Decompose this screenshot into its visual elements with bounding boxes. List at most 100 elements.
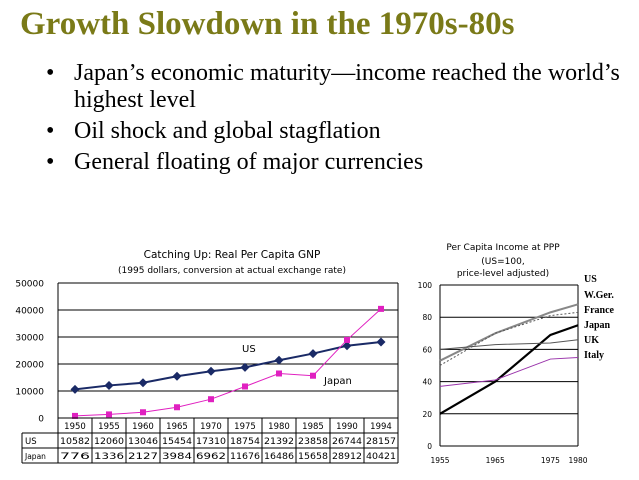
bullet-list: • Japan’s economic maturity—income reache… — [40, 60, 620, 180]
japan-data-point — [310, 372, 316, 379]
table-header-cell: 1994 — [370, 422, 392, 432]
ppp-subtitle-line: price-level adjusted) — [457, 269, 549, 279]
us-data-point — [172, 371, 182, 381]
ppp-y-tick-label: 100 — [418, 281, 433, 290]
legend-item-japan: Japan — [584, 320, 611, 331]
bullet-text: Oil shock and global stagflation — [74, 118, 381, 144]
us-data-point — [308, 349, 318, 359]
table-cell: 21392 — [264, 437, 294, 447]
gnp-y-tick-label: 10000 — [15, 388, 44, 398]
table-cell: 26744 — [332, 437, 362, 447]
us-data-point — [206, 366, 216, 376]
gnp-y-tick-label: 0 — [38, 415, 44, 425]
ppp-y-tick-label: 60 — [422, 345, 432, 354]
us-data-point — [104, 380, 114, 390]
italy-ppp-line — [439, 356, 579, 387]
table-header-cell: 1980 — [268, 422, 290, 432]
legend-item-us: US — [584, 274, 597, 285]
japan-data-point — [344, 336, 350, 343]
ppp-x-tick-label: 1980 — [568, 456, 587, 465]
bullet-item: • Oil shock and global stagflation — [40, 118, 620, 145]
ppp-legend: US W.Ger. France Japan UK Italy — [584, 274, 615, 361]
legend-item-italy: Italy — [584, 350, 604, 361]
france-ppp-line — [439, 311, 579, 366]
ppp-y-tick-label: 80 — [422, 313, 432, 322]
japan-data-point — [106, 411, 112, 418]
table-cell: 18754 — [230, 437, 260, 447]
slide-title: Growth Slowdown in the 1970s-80s — [20, 6, 515, 42]
gnp-chart-title: Catching Up: Real Per Capita GNP — [144, 249, 321, 261]
gnp-y-axis: 0 10000 20000 30000 40000 50000 — [15, 280, 44, 425]
table-cell: 1336 — [94, 452, 124, 462]
ppp-x-tick-label: 1955 — [430, 456, 449, 465]
ppp-axes: 0 20 40 60 80 100 1955 1965 1975 1980 — [418, 281, 588, 465]
table-cell: 11676 — [230, 452, 260, 462]
japan-ppp-line — [439, 324, 579, 415]
table-cell: 28157 — [366, 437, 396, 447]
gnp-y-tick-label: 20000 — [15, 361, 44, 371]
table-cell: 776 — [60, 452, 90, 462]
table-cell: 16486 — [264, 452, 294, 462]
us-data-point — [240, 362, 250, 372]
japan-data-point — [276, 370, 282, 377]
japan-series-annotation: Japan — [323, 376, 352, 387]
table-header-cell: 1990 — [336, 422, 358, 432]
table-header-cell: 1950 — [64, 422, 86, 432]
table-cell: 17310 — [196, 437, 226, 447]
bullet-dot-icon: • — [46, 60, 55, 86]
ppp-series — [439, 303, 579, 415]
ppp-chart-subtitle: (US=100, price-level adjusted) — [457, 257, 549, 279]
table-header-cell: 1965 — [166, 422, 188, 432]
bullet-text: Japan’s economic maturity—income reached… — [74, 60, 620, 113]
bullet-item: • General floating of major currencies — [40, 149, 620, 176]
us-data-point — [70, 384, 80, 394]
bullet-item: • Japan’s economic maturity—income reache… — [40, 60, 620, 114]
table-header-cell: 1960 — [132, 422, 154, 432]
table-cell: 3984 — [162, 452, 192, 462]
us-data-point — [138, 378, 148, 388]
us-data-point — [376, 337, 386, 347]
table-cell: 6962 — [196, 452, 226, 462]
gnp-chart-subtitle: (1995 dollars, conversion at actual exch… — [118, 266, 346, 276]
legend-item-france: France — [584, 305, 615, 316]
table-row-label: Japan — [24, 452, 46, 461]
table-cell: 40421 — [366, 452, 396, 462]
table-header-cell: 1975 — [234, 422, 256, 432]
table-cell: 2127 — [128, 452, 158, 462]
bullet-dot-icon: • — [46, 118, 55, 144]
gnp-y-tick-label: 30000 — [15, 334, 44, 344]
japan-series-line — [74, 308, 382, 417]
gnp-y-tick-label: 50000 — [15, 280, 44, 290]
bullet-dot-icon: • — [46, 149, 55, 175]
table-row-label: US — [25, 437, 37, 447]
japan-data-point — [378, 305, 384, 312]
ppp-y-tick-label: 20 — [422, 410, 432, 419]
uk-ppp-line — [439, 339, 579, 350]
us-series-annotation: US — [242, 344, 256, 355]
japan-data-point — [140, 409, 146, 416]
japan-data-point — [208, 396, 214, 403]
ppp-chart-title: Per Capita Income at PPP — [446, 243, 560, 253]
table-cell: 28912 — [332, 452, 362, 462]
japan-data-point — [242, 383, 248, 390]
table-cell: 12060 — [94, 437, 124, 447]
ppp-x-tick-label: 1975 — [541, 456, 560, 465]
legend-item-wger: W.Ger. — [584, 290, 614, 301]
us-data-point — [274, 355, 284, 365]
table-cell: 15454 — [162, 437, 192, 447]
table-cell: 13046 — [128, 437, 158, 447]
table-header-cell: 1970 — [200, 422, 222, 432]
ppp-subtitle-line: (US=100, — [481, 257, 524, 267]
gnp-y-tick-label: 40000 — [15, 307, 44, 317]
table-cell: 23858 — [298, 437, 328, 447]
table-header-cell: 1985 — [302, 422, 324, 432]
table-cell: 15658 — [298, 452, 328, 462]
us-series-line — [74, 340, 382, 391]
us-data-point — [342, 341, 352, 351]
ppp-x-tick-label: 1965 — [486, 456, 505, 465]
ppp-y-tick-label: 40 — [422, 378, 432, 387]
gnp-data-table: 1950 1955 1960 1965 1970 1975 1980 1985 1990 1994… — [21, 417, 399, 464]
table-cell: 10582 — [60, 437, 90, 447]
